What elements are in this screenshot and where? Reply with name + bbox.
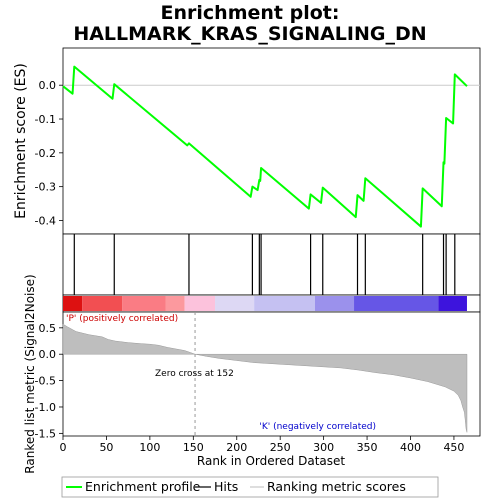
colorbar-band-0 <box>63 296 83 311</box>
es-tick-label-3: -0.3 <box>35 181 56 194</box>
metric-layer <box>62 312 468 436</box>
legend-hits-label: Hits <box>214 479 238 494</box>
metric-tick-label-4: -1.5 <box>35 427 56 440</box>
x-tick-label-0: 0 <box>60 441 67 454</box>
colorbar-band-3 <box>165 296 185 311</box>
es-tick-label-0: 0.0 <box>39 79 57 92</box>
x-axis-label: Rank in Ordered Dataset <box>197 454 345 468</box>
metric-tick-label-0: 0.5 <box>39 322 57 335</box>
x-tick-label-2: 100 <box>139 441 160 454</box>
chart-title-line2: HALLMARK_KRAS_SIGNALING_DN <box>73 23 426 45</box>
hits-layer <box>73 234 456 295</box>
colorbar-band-5 <box>215 296 255 311</box>
colorbar-band-8 <box>354 296 439 311</box>
axes-layer: 0.0 -0.1 -0.2 -0.3 -0.4 0.5 0.0 -0.5 -1.0 -1.5 0 50… <box>35 79 465 454</box>
metric-tick-label-2: -0.5 <box>35 375 56 388</box>
zero-cross-label: Zero cross at 152 <box>155 369 234 379</box>
enrichment-profile-line <box>62 65 468 228</box>
x-tick-label-1: 50 <box>99 441 113 454</box>
es-axis-label: Enrichment score (ES) <box>13 63 29 219</box>
x-tick-label-9: 450 <box>443 441 464 454</box>
legend-enrichment-label: Enrichment profile <box>85 479 201 494</box>
chart-title-line1: Enrichment plot: <box>161 2 340 24</box>
es-layer <box>62 65 480 228</box>
es-panel-frame <box>62 47 481 235</box>
hits-panel-frame <box>62 233 481 296</box>
colorbar-band-6 <box>254 296 315 311</box>
metric-tick-label-1: 0.0 <box>39 348 57 361</box>
colorbar-band-7 <box>314 296 355 311</box>
metric-tick-label-3: -1.0 <box>35 401 56 414</box>
metric-axis-label: Ranked list metric (Signal2Noise) <box>23 274 37 473</box>
colorbar-band-2 <box>122 296 166 311</box>
colorbar-band-9 <box>438 296 467 311</box>
colorbar-band-1 <box>82 296 123 311</box>
ranking-metric-area <box>62 323 468 433</box>
colorbar-band-4 <box>184 296 216 311</box>
es-tick-label-4: -0.4 <box>35 214 56 227</box>
colorbar-layer <box>63 296 467 311</box>
x-tick-label-8: 400 <box>400 441 421 454</box>
x-tick-label-3: 150 <box>183 441 204 454</box>
x-tick-label-5: 250 <box>270 441 291 454</box>
es-tick-label-2: -0.2 <box>35 147 56 160</box>
x-tick-label-6: 300 <box>313 441 334 454</box>
legend-metric-label: Ranking metric scores <box>267 479 406 494</box>
negative-correlated-label: 'K' (negatively correlated) <box>259 422 376 432</box>
es-tick-label-1: -0.1 <box>35 113 56 126</box>
x-tick-label-7: 350 <box>357 441 378 454</box>
positive-correlated-label: 'P' (positively correlated) <box>66 314 178 324</box>
x-tick-label-4: 200 <box>226 441 247 454</box>
